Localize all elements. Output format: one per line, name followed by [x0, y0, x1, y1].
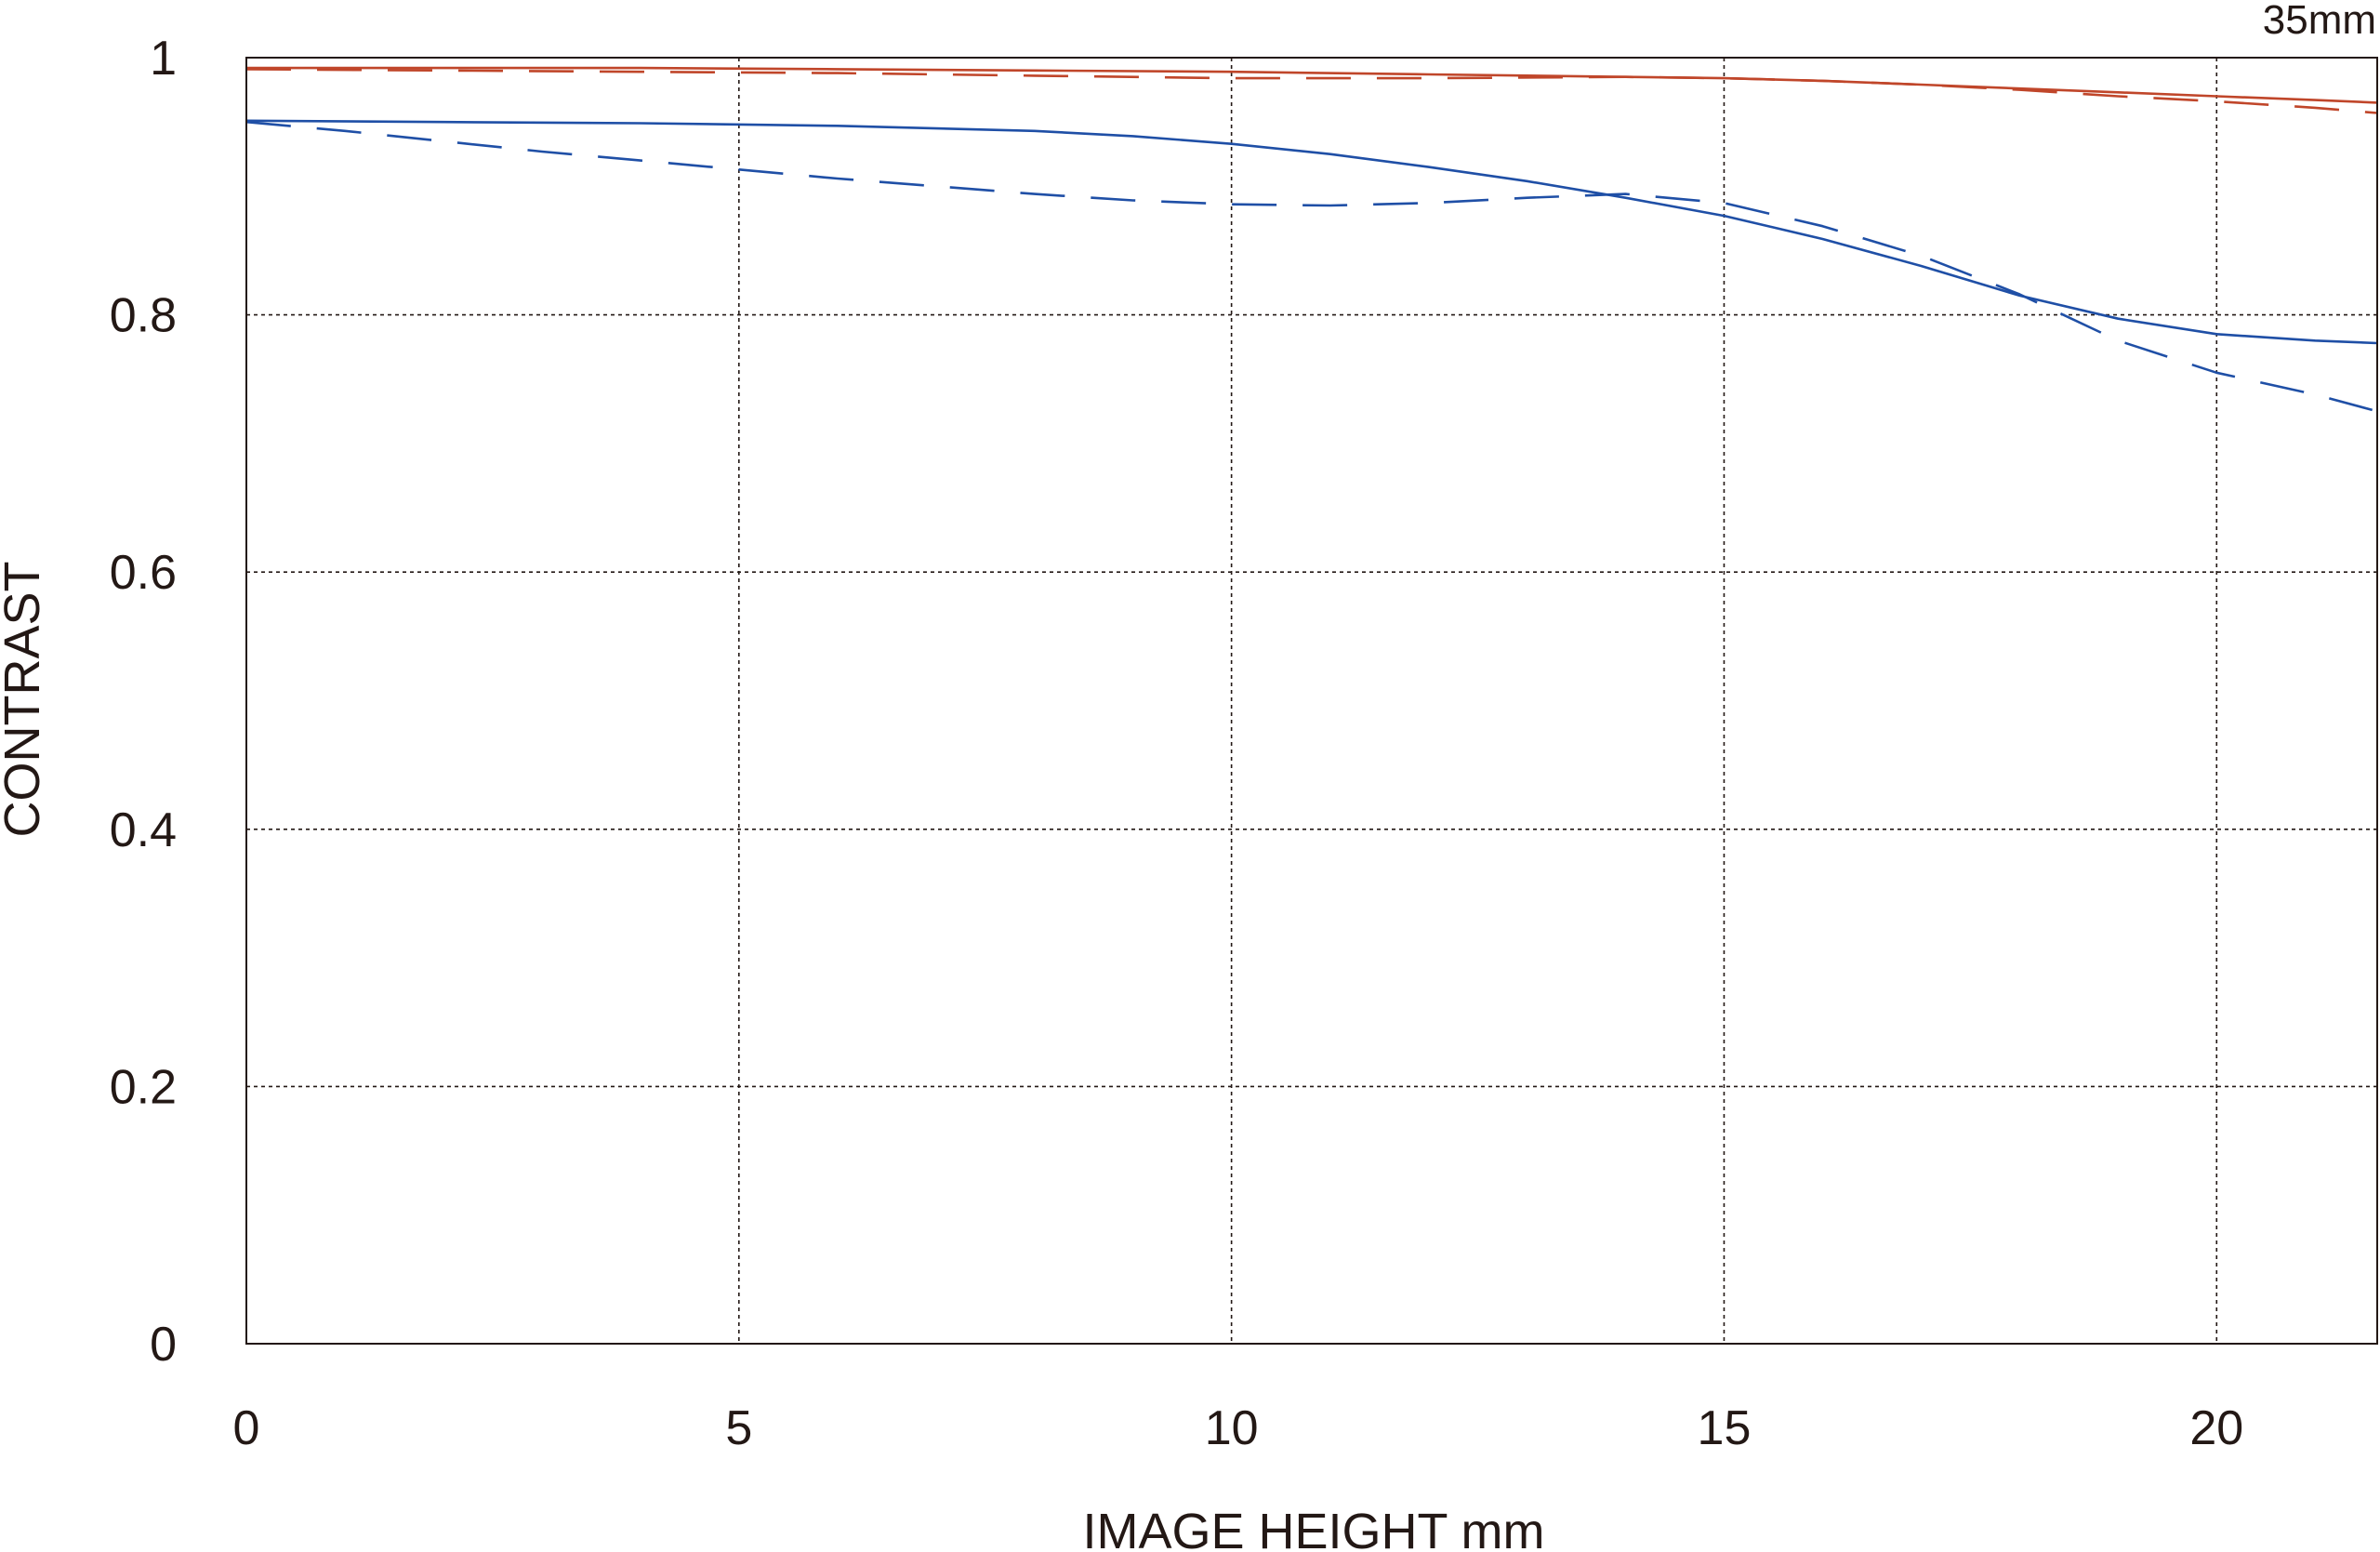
- y-axis-title: CONTRAST: [0, 562, 50, 838]
- y-tick-labels: 0 0.2 0.4 0.6 0.8 1: [110, 32, 177, 1372]
- x-axis-title: IMAGE HEIGHT mm: [1082, 1504, 1544, 1552]
- series-line-2: [245, 119, 2378, 345]
- x-tick-label: 10: [1205, 1401, 1259, 1455]
- y-tick-label: 0.2: [110, 1060, 177, 1114]
- y-tick-label: 0.8: [110, 289, 177, 343]
- plot-frame: [245, 57, 2378, 1345]
- series-line-0: [246, 66, 2378, 104]
- series-lines: [245, 66, 2378, 413]
- x-tick-labels: 0 5 10 15 20: [233, 1401, 2244, 1455]
- y-tick-label: 0: [150, 1318, 177, 1372]
- corner-label: 35mm: [2263, 0, 2376, 43]
- y-tick-label: 1: [150, 32, 177, 86]
- series-line-3: [245, 120, 2378, 413]
- x-tick-label: 0: [233, 1401, 260, 1455]
- y-tick-label: 0.6: [110, 546, 177, 600]
- series-line-1: [245, 68, 2378, 114]
- x-tick-label: 20: [2189, 1401, 2243, 1455]
- x-tick-label: 5: [725, 1401, 752, 1455]
- grid-lines: [246, 58, 2377, 1344]
- y-tick-label: 0.4: [110, 803, 177, 857]
- x-tick-label: 15: [1698, 1401, 1752, 1455]
